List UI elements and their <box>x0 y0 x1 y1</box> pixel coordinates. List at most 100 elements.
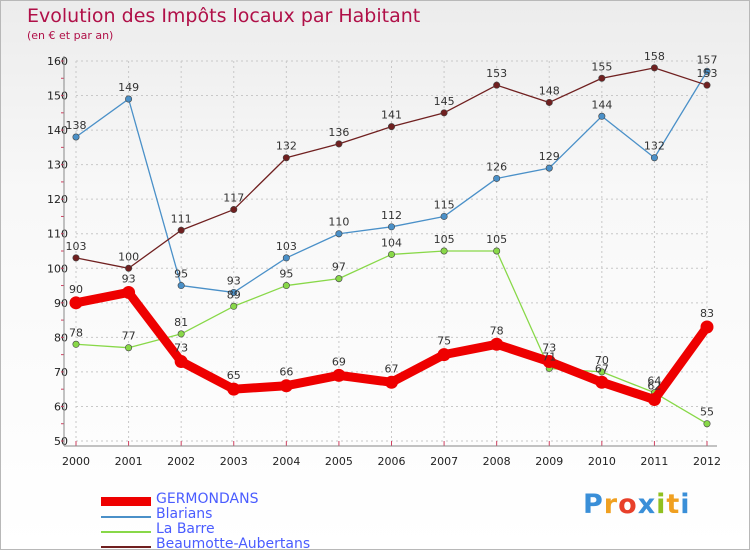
data-point-beaumotte-aubertans-2003 <box>230 206 238 214</box>
chart-subtitle: (en € et par an) <box>27 29 114 42</box>
data-label-blarians-2011: 132 <box>644 140 665 153</box>
data-label-blarians-2003: 93 <box>227 274 241 287</box>
data-label-germondans-2000: 90 <box>69 283 83 296</box>
x-tick-label-2004: 2004 <box>272 455 300 468</box>
data-label-layer: 138 149 95 93 103 110 112 115 126 129 144 132 157 78 7… <box>66 50 718 419</box>
x-tick-label-2012: 2012 <box>693 455 721 468</box>
data-point-germondans-2011 <box>647 393 661 407</box>
legend-swatch-blarians <box>101 516 151 518</box>
data-point-blarians-2006 <box>387 223 395 231</box>
data-label-blarians-2010: 144 <box>591 98 612 111</box>
data-point-germondans-2008 <box>490 337 504 351</box>
data-label-beaumotte-aubertans-2003: 117 <box>223 192 244 205</box>
data-point-la-barre-2012 <box>703 420 711 428</box>
data-label-germondans-2011: 62 <box>647 380 661 393</box>
data-label-germondans-2003: 65 <box>227 369 241 382</box>
y-tick-label-120: 120 <box>47 193 68 206</box>
data-label-la-barre-2008: 105 <box>486 233 507 246</box>
data-point-germondans-2003 <box>227 382 241 396</box>
x-tick-label-2008: 2008 <box>483 455 511 468</box>
data-point-blarians-2012 <box>703 67 711 75</box>
chart-title: Evolution des Impôts locaux par Habitant <box>27 5 421 27</box>
data-label-blarians-2001: 149 <box>118 81 139 94</box>
data-label-la-barre-2004: 95 <box>279 268 293 281</box>
data-point-blarians-2004 <box>282 254 290 262</box>
data-point-la-barre-2010 <box>598 368 606 376</box>
data-point-germondans-2006 <box>385 375 398 389</box>
data-label-la-barre-2010: 70 <box>595 354 609 367</box>
data-point-blarians-2003 <box>230 288 238 296</box>
x-tick-label-2002: 2002 <box>167 455 195 468</box>
x-tick-label-2009: 2009 <box>535 455 563 468</box>
data-point-beaumotte-aubertans-2004 <box>282 154 290 162</box>
data-point-beaumotte-aubertans-2009 <box>545 98 553 106</box>
legend-swatch-germondans <box>101 497 151 506</box>
data-label-blarians-2007: 115 <box>434 198 455 211</box>
x-tick-label-2006: 2006 <box>378 455 406 468</box>
legend-label-la-barre: La Barre <box>156 521 215 537</box>
data-point-beaumotte-aubertans-2011 <box>650 64 658 72</box>
legend-swatch-la-barre <box>101 531 151 533</box>
data-point-germondans-2007 <box>437 348 451 362</box>
data-point-germondans-2010 <box>595 375 609 389</box>
data-point-beaumotte-aubertans-2008 <box>493 81 501 89</box>
data-label-beaumotte-aubertans-2005: 136 <box>328 126 349 139</box>
data-point-germondans-2012 <box>700 320 714 334</box>
data-point-beaumotte-aubertans-2001 <box>125 264 133 272</box>
x-tick-label-2005: 2005 <box>325 455 353 468</box>
data-label-germondans-2007: 75 <box>437 335 451 348</box>
data-point-germondans-2005 <box>332 368 346 382</box>
data-label-blarians-2005: 110 <box>328 216 349 229</box>
data-point-beaumotte-aubertans-2006 <box>387 123 395 131</box>
x-tick-label-2000: 2000 <box>62 455 90 468</box>
data-point-la-barre-2005 <box>335 275 343 283</box>
data-label-la-barre-2002: 81 <box>174 316 188 329</box>
x-tick-label-2011: 2011 <box>640 455 668 468</box>
data-label-la-barre-2009: 71 <box>542 350 556 363</box>
x-tick-label-2003: 2003 <box>220 455 248 468</box>
data-label-beaumotte-aubertans-2011: 158 <box>644 50 665 63</box>
y-tick-label-130: 130 <box>47 159 68 172</box>
x-tick-label-2007: 2007 <box>430 455 458 468</box>
data-label-germondans-2005: 69 <box>332 355 346 368</box>
data-point-la-barre-2003 <box>230 302 238 310</box>
data-point-beaumotte-aubertans-2002 <box>177 226 185 234</box>
data-point-blarians-2002 <box>177 282 185 290</box>
data-point-beaumotte-aubertans-2005 <box>335 140 343 148</box>
data-label-la-barre-2011: 64 <box>647 375 661 388</box>
data-label-beaumotte-aubertans-2009: 148 <box>539 84 560 97</box>
data-point-la-barre-2001 <box>125 344 133 352</box>
data-point-blarians-2000 <box>72 133 80 141</box>
data-label-la-barre-2012: 55 <box>700 406 714 419</box>
data-point-blarians-2007 <box>440 212 448 220</box>
data-label-blarians-2002: 95 <box>174 268 188 281</box>
proxiti-logo: Proxiti <box>583 489 691 520</box>
data-label-germondans-2002: 73 <box>174 342 188 355</box>
logo-letter: o <box>618 489 638 520</box>
data-label-la-barre-2005: 97 <box>332 261 346 274</box>
y-tick-label-160: 160 <box>47 55 68 68</box>
legend-swatch-beaumotte-aubertans <box>101 546 151 548</box>
data-label-la-barre-2000: 78 <box>69 326 83 339</box>
data-label-beaumotte-aubertans-2012: 153 <box>697 67 718 80</box>
data-label-la-barre-2006: 104 <box>381 236 402 249</box>
data-label-beaumotte-aubertans-2000: 103 <box>66 240 87 253</box>
x-tick-label-2010: 2010 <box>588 455 616 468</box>
data-point-blarians-2005 <box>335 230 343 238</box>
data-point-la-barre-2008 <box>493 247 501 255</box>
legend-label-germondans: GERMONDANS <box>156 491 259 507</box>
data-point-germondans-2009 <box>542 355 556 369</box>
data-point-blarians-2010 <box>598 112 606 120</box>
data-label-blarians-2000: 138 <box>66 119 87 132</box>
y-tick-label-100: 100 <box>47 262 68 275</box>
data-label-beaumotte-aubertans-2008: 153 <box>486 67 507 80</box>
y-tick-label-110: 110 <box>47 228 68 241</box>
data-label-blarians-2009: 129 <box>539 150 560 163</box>
data-label-germondans-2012: 83 <box>700 307 714 320</box>
data-point-la-barre-2004 <box>282 282 290 290</box>
data-label-blarians-2004: 103 <box>276 240 297 253</box>
data-label-la-barre-2007: 105 <box>434 233 455 246</box>
series-layer <box>69 64 714 428</box>
